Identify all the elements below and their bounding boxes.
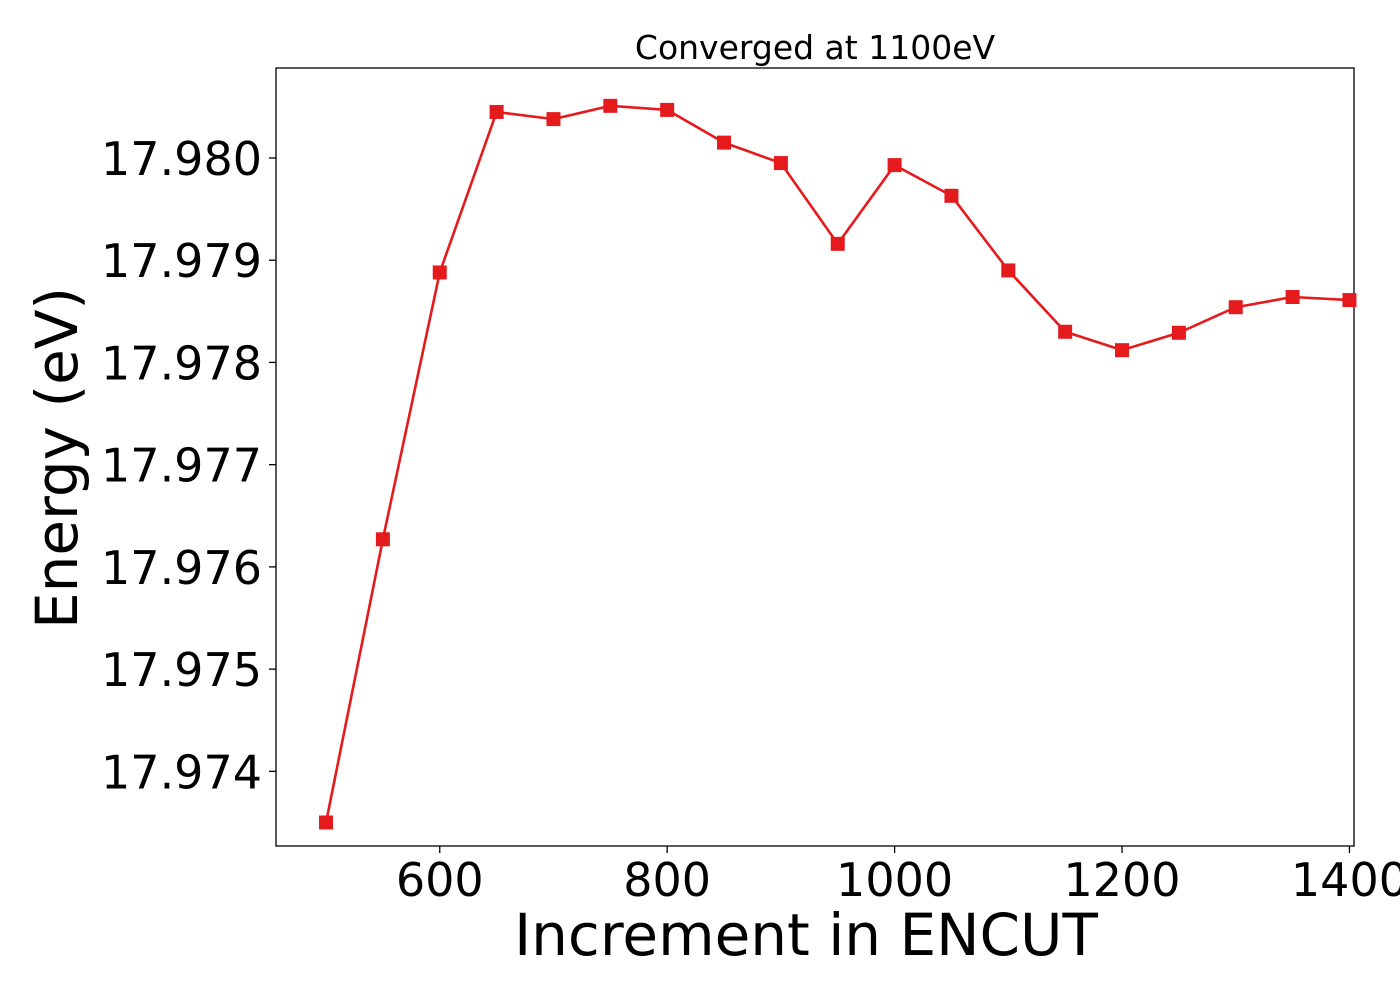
data-point-marker: [1342, 293, 1357, 308]
series-layer: [319, 98, 1357, 830]
y-axis: 17.974 17.975 17.976 17.977 17.978 17.979 17.9…: [101, 132, 276, 799]
data-point-marker: [830, 236, 845, 251]
x-tick-label: 1400: [1291, 853, 1400, 907]
y-tick-label: 17.980: [101, 132, 262, 186]
y-tick-label: 17.976: [101, 541, 262, 595]
series-line: [324, 104, 1350, 823]
data-point-marker: [717, 135, 732, 150]
data-point-marker: [1115, 343, 1130, 358]
plot-frame: [275, 67, 1355, 847]
data-point-marker: [375, 532, 390, 547]
y-tick-label: 17.978: [101, 336, 262, 390]
x-tick-label: 800: [623, 853, 711, 907]
y-axis-label: Energy (eV): [23, 287, 91, 629]
data-point-marker: [773, 156, 788, 171]
x-tick-label: 600: [396, 853, 484, 907]
data-point-marker: [546, 112, 561, 127]
y-tick-label: 17.975: [101, 643, 262, 697]
data-point-marker: [660, 102, 675, 117]
y-tick-label: 17.974: [101, 745, 262, 799]
data-point-marker: [1001, 263, 1016, 278]
y-tick-label: 17.979: [101, 234, 262, 288]
x-axis: 600 800 1000 1200 1400: [396, 846, 1400, 907]
data-point-marker: [319, 815, 334, 830]
x-axis-label: Increment in ENCUT: [514, 901, 1098, 969]
data-point-marker: [1171, 325, 1186, 340]
x-tick-label: 1200: [1063, 853, 1180, 907]
chart-title: Converged at 1100eV: [635, 28, 996, 67]
data-point-marker: [603, 98, 618, 113]
y-tick-label: 17.977: [101, 439, 262, 493]
data-point-marker: [1058, 324, 1073, 339]
data-point-marker: [887, 158, 902, 173]
data-point-marker: [1285, 290, 1300, 305]
data-point-marker: [432, 265, 447, 280]
data-point-marker: [1228, 300, 1243, 315]
x-tick-label: 1000: [836, 853, 953, 907]
data-point-marker: [489, 104, 504, 119]
data-point-marker: [944, 188, 959, 203]
